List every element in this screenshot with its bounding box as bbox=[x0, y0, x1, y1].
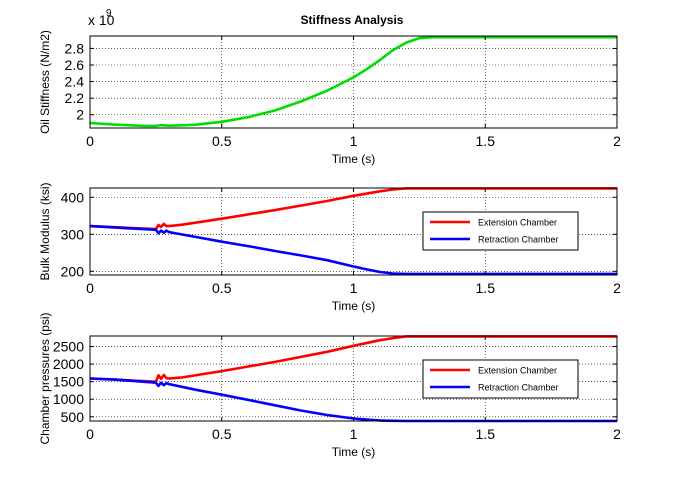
y-tick-label: 300 bbox=[61, 226, 85, 242]
y-tick-label: 2.2 bbox=[65, 90, 85, 106]
series-line-retraction-chamber bbox=[89, 224, 617, 276]
x-tick-label: 2 bbox=[613, 280, 621, 296]
x-tick-label: 2 bbox=[613, 133, 621, 149]
y-tick-label: 1500 bbox=[53, 374, 84, 390]
y-tick-label: 500 bbox=[61, 409, 85, 425]
x-axis-label: Time (s) bbox=[332, 299, 376, 313]
y-tick-label: 2500 bbox=[53, 339, 84, 355]
subplot-2: 0 0.5 1 1.5 2 200 300 400 Time (s) Bulk Modulus (… bbox=[38, 182, 621, 313]
x-tick-label: 0 bbox=[86, 280, 94, 296]
x-tick-label: 0 bbox=[86, 133, 94, 149]
legend: Extension Chamber Retraction Chamber bbox=[422, 359, 579, 399]
legend-label: Retraction Chamber bbox=[478, 235, 559, 245]
x-tick-label: 1 bbox=[350, 133, 358, 149]
x-tick-label: 0.5 bbox=[212, 133, 232, 149]
legend-box bbox=[422, 359, 579, 399]
y-axis-label: Bulk Modulus (ksi) bbox=[38, 182, 52, 280]
y-tick-label: 2.6 bbox=[65, 57, 85, 73]
y-axis-label: Chamber pressures (psi) bbox=[38, 312, 52, 444]
legend-box bbox=[422, 211, 579, 251]
y-tick-label: 2000 bbox=[53, 356, 84, 372]
x-axis-label: Time (s) bbox=[332, 152, 376, 166]
x-axis-label: Time (s) bbox=[332, 445, 376, 459]
y-exponent-label: x 10 bbox=[88, 12, 115, 28]
x-tick-label: 1 bbox=[350, 280, 358, 296]
x-tick-label: 0.5 bbox=[212, 280, 232, 296]
y-tick-label: 1000 bbox=[53, 391, 84, 407]
x-tick-label: 1.5 bbox=[476, 280, 496, 296]
y-tick-label: 2.4 bbox=[65, 74, 85, 90]
y-axis-label: Oil Stiffness (N/m2) bbox=[38, 30, 52, 134]
y-tick-label: 2.8 bbox=[65, 40, 85, 56]
figure-title: Stiffness Analysis bbox=[301, 13, 404, 27]
x-tick-label: 1.5 bbox=[476, 426, 496, 442]
y-tick-label: 200 bbox=[61, 263, 85, 279]
x-tick-label: 1 bbox=[350, 426, 358, 442]
legend-label: Extension Chamber bbox=[478, 366, 557, 376]
legend-label: Extension Chamber bbox=[478, 218, 557, 228]
legend-label: Retraction Chamber bbox=[478, 383, 559, 393]
y-tick-label: 2 bbox=[76, 107, 84, 123]
x-tick-label: 1.5 bbox=[476, 133, 496, 149]
series-line-1 bbox=[89, 35, 617, 128]
y-tick-label: 400 bbox=[61, 189, 85, 205]
y-exponent-power: 9 bbox=[106, 8, 112, 19]
legend: Extension Chamber Retraction Chamber bbox=[422, 211, 579, 251]
x-tick-label: 2 bbox=[613, 426, 621, 442]
x-tick-label: 0.5 bbox=[212, 426, 232, 442]
x-tick-label: 0 bbox=[86, 426, 94, 442]
